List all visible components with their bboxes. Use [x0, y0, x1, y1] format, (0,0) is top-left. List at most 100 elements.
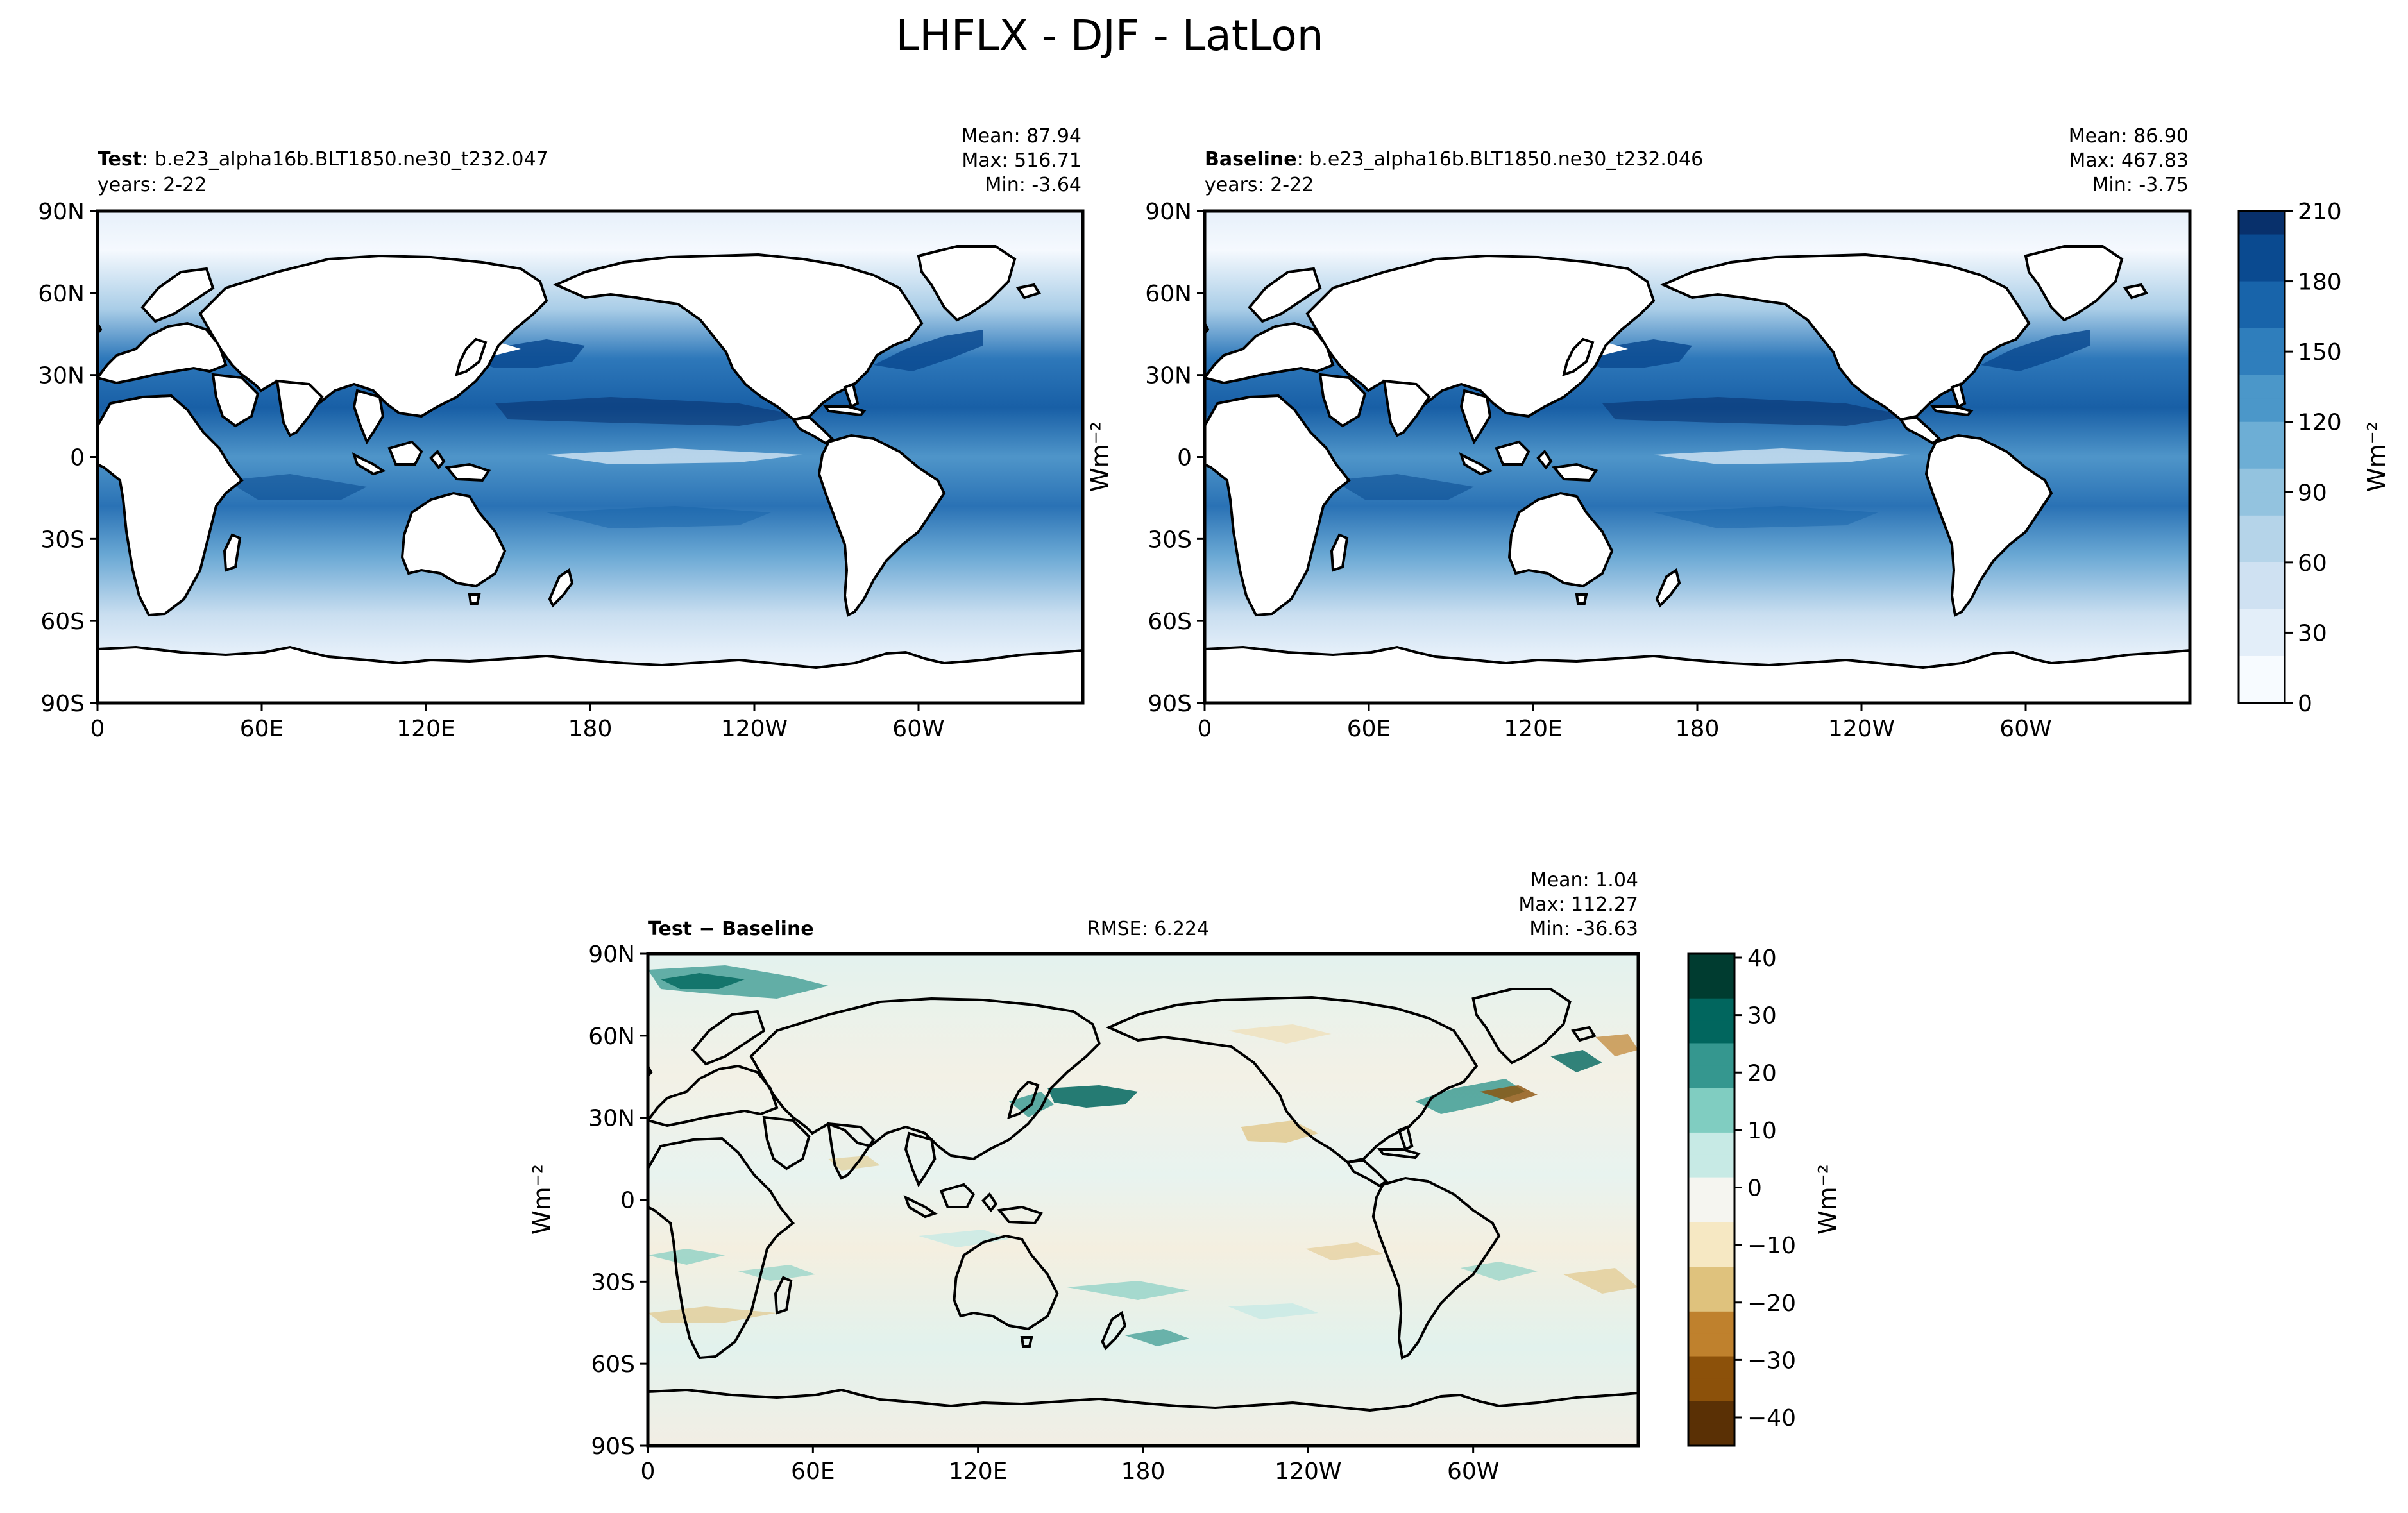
- test-years: years: 2-22: [98, 174, 207, 196]
- lon-tick-label: 60E: [240, 716, 284, 742]
- diff-colorbar-swatch: [1688, 1378, 1734, 1402]
- diff-colorbar-swatch: [1688, 1154, 1734, 1178]
- lat-tick-label: 90N: [38, 199, 85, 225]
- lon-tick-label: 60W: [1447, 1458, 1499, 1485]
- seq-colorbar-label: 150: [2298, 339, 2342, 366]
- seq-colorbar-swatch: [2239, 492, 2285, 516]
- seq-colorbar-swatch: [2239, 421, 2285, 446]
- lat-tick-label: 0: [1177, 445, 1192, 471]
- test-panel: Test: b.e23_alpha16b.BLT1850.ne30_t232.0…: [38, 125, 1085, 742]
- diff-colorbar-swatch: [1688, 1132, 1734, 1156]
- lat-tick-label: 90S: [591, 1433, 635, 1460]
- diff-units-label: Wm⁻²: [528, 1164, 556, 1235]
- seq-colorbar-swatch: [2239, 609, 2285, 634]
- diff-colorbar-label: 0: [1747, 1176, 1762, 1202]
- diff-colorbar-swatch: [1688, 1043, 1734, 1067]
- lon-tick-label: 0: [641, 1458, 656, 1485]
- seq-colorbar-units: Wm⁻²: [2362, 421, 2391, 492]
- seq-colorbar-swatch: [2239, 281, 2285, 306]
- diff-colorbar-swatch: [1688, 1423, 1734, 1446]
- seq-colorbar-swatch: [2239, 328, 2285, 353]
- lon-tick-label: 120E: [1504, 716, 1562, 742]
- seq-colorbar-swatch: [2239, 445, 2285, 469]
- lat-tick-label: 90S: [1148, 691, 1192, 717]
- lat-tick-label: 30N: [38, 363, 85, 389]
- diff-colorbar-swatch: [1688, 976, 1734, 999]
- lon-tick-label: 120E: [949, 1458, 1007, 1485]
- seq-colorbar-swatch: [2239, 562, 2285, 587]
- diff-colorbar-swatch: [1688, 1244, 1734, 1268]
- test-min: Min: -3.64: [985, 174, 1082, 196]
- lon-tick-label: 60W: [892, 716, 944, 742]
- diff-mean: Mean: 1.04: [1530, 869, 1638, 892]
- lat-tick-label: 60S: [591, 1351, 635, 1378]
- lat-tick-label: 90N: [588, 942, 635, 968]
- lon-tick-label: 60W: [1999, 716, 2051, 742]
- seq-colorbar-swatch: [2239, 655, 2285, 680]
- diff-colorbar-swatch: [1688, 1289, 1734, 1312]
- diff-colorbar-label: 20: [1747, 1060, 1777, 1086]
- diff-colorbar-swatch: [1688, 1110, 1734, 1133]
- diff-colorbar-label: −20: [1747, 1290, 1796, 1317]
- baseline-min: Min: -3.75: [2092, 174, 2189, 196]
- lon-tick-label: 180: [1675, 716, 1720, 742]
- baseline-years: years: 2-22: [1205, 174, 1314, 196]
- diff-colorbar-label: 10: [1747, 1118, 1777, 1144]
- diff-colorbar-swatch: [1688, 1088, 1734, 1112]
- test-label: Test: b.e23_alpha16b.BLT1850.ne30_t232.0…: [98, 148, 548, 171]
- seq-colorbar-swatch: [2239, 398, 2285, 423]
- lat-tick-label: 0: [70, 445, 85, 471]
- diff-colorbar-swatch: [1688, 1333, 1734, 1357]
- lat-tick-label: 0: [620, 1188, 635, 1214]
- lon-tick-label: 0: [1198, 716, 1212, 742]
- diff-colorbar-swatch: [1688, 1356, 1734, 1380]
- baseline-max: Max: 467.83: [2069, 149, 2189, 172]
- diff-colorbar-swatch: [1688, 1065, 1734, 1089]
- lon-tick-label: 120E: [396, 716, 455, 742]
- diff-rmse: RMSE: 6.224: [1087, 918, 1209, 940]
- diff-colorbar-swatch: [1688, 1020, 1734, 1044]
- diff-colorbar-swatch: [1688, 998, 1734, 1022]
- diff-max: Max: 112.27: [1518, 893, 1638, 916]
- test-max: Max: 516.71: [962, 149, 1081, 172]
- lon-tick-label: 180: [1121, 1458, 1166, 1485]
- seq-colorbar-frame: [2237, 210, 2286, 704]
- lat-tick-label: 90S: [40, 691, 85, 717]
- lat-tick-label: 60N: [38, 281, 85, 307]
- seq-colorbar-swatch: [2239, 515, 2285, 540]
- diff-colorbar-label: −30: [1747, 1348, 1796, 1374]
- seq-colorbar-swatch: [2239, 305, 2285, 329]
- diff-colorbar-swatch: [1688, 1311, 1734, 1335]
- diff-colorbar-label: 40: [1747, 945, 1777, 972]
- seq-colorbar-label: 90: [2298, 480, 2327, 506]
- baseline-panel: Baseline: b.e23_alpha16b.BLT1850.ne30_t2…: [1086, 125, 2192, 742]
- diff-colorbar-swatch: [1688, 1222, 1734, 1246]
- lon-tick-label: 120W: [721, 716, 788, 742]
- baseline-mean: Mean: 86.90: [2069, 125, 2189, 148]
- lon-tick-label: 120W: [1275, 1458, 1341, 1485]
- seq-colorbar-swatch: [2239, 234, 2285, 259]
- lat-tick-label: 60S: [1148, 609, 1192, 635]
- lat-tick-label: 30N: [588, 1106, 635, 1132]
- diff-colorbar-units: Wm⁻²: [1813, 1164, 1842, 1235]
- lon-tick-label: 120W: [1828, 716, 1895, 742]
- diff-colorbar-swatch: [1688, 1199, 1734, 1223]
- figure-title: LHFLX - DJF - LatLon: [895, 11, 1323, 60]
- baseline-units-label: Wm⁻²: [1086, 421, 1114, 492]
- seq-colorbar-label: 0: [2298, 691, 2312, 717]
- seq-colorbar-label: 60: [2298, 550, 2327, 577]
- seq-colorbar-swatch: [2239, 539, 2285, 563]
- lat-tick-label: 30S: [1148, 527, 1192, 553]
- test-mean: Mean: 87.94: [962, 125, 1081, 148]
- diff-label: Test − Baseline: [648, 918, 814, 940]
- lat-tick-label: 60N: [588, 1024, 635, 1050]
- lon-tick-label: 180: [568, 716, 613, 742]
- diff-min: Min: -36.63: [1529, 918, 1638, 940]
- seq-colorbar-label: 180: [2298, 269, 2342, 296]
- diff-colorbar-frame: [1687, 952, 1736, 1447]
- lat-tick-label: 30S: [591, 1269, 635, 1296]
- lat-tick-label: 30N: [1145, 363, 1192, 389]
- diff-colorbar: 40 30 20 10 0 −10 −20 −30 −40: [1687, 945, 1796, 1447]
- seq-colorbar-swatch: [2239, 679, 2285, 704]
